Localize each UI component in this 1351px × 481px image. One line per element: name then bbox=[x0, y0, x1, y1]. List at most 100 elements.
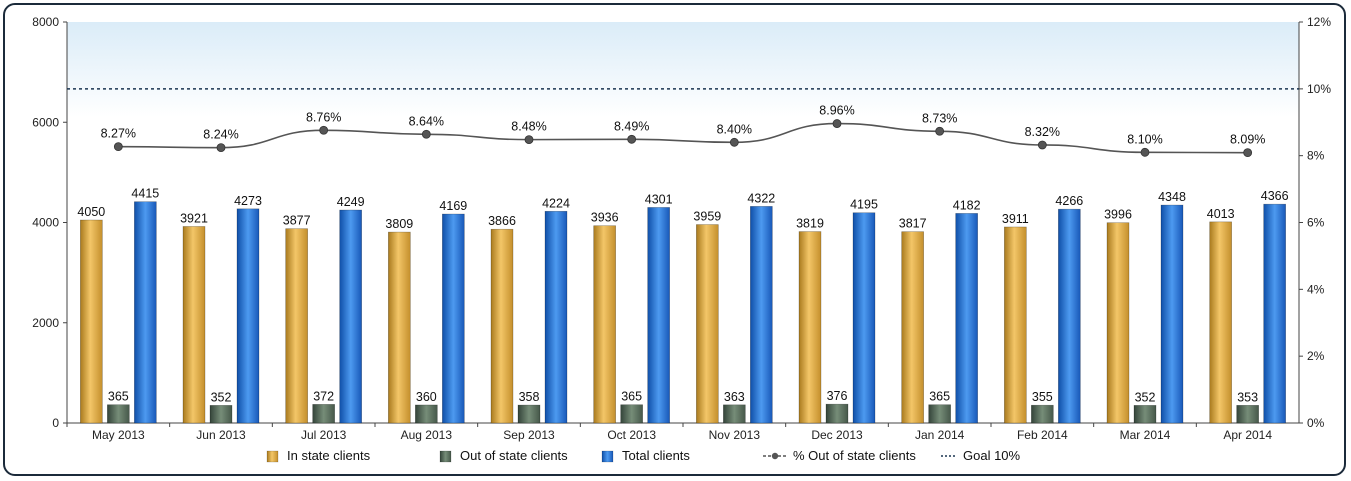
x-axis-tick-label: Mar 2014 bbox=[1120, 428, 1171, 442]
total-bar-value-label: 4182 bbox=[953, 198, 981, 212]
total-bar bbox=[1160, 204, 1184, 424]
in-state-bar bbox=[182, 226, 206, 424]
x-axis-tick-label: Feb 2014 bbox=[1017, 428, 1068, 442]
total-bar bbox=[1058, 208, 1081, 424]
pct-point-label: 8.24% bbox=[203, 128, 238, 142]
total-bar bbox=[852, 212, 876, 424]
pct-point-label: 8.49% bbox=[614, 119, 649, 133]
pct-point bbox=[729, 137, 739, 147]
in-state-bar bbox=[285, 228, 308, 424]
in-state-bar bbox=[593, 225, 616, 424]
pct-point bbox=[319, 125, 329, 135]
in-state-bar-value-label: 3819 bbox=[796, 217, 824, 231]
pct-point-label: 8.10% bbox=[1127, 132, 1162, 146]
total-bar bbox=[1263, 203, 1286, 424]
x-axis-tick-label: May 2013 bbox=[92, 428, 145, 442]
pct-point bbox=[935, 126, 945, 136]
left-axis-tick-label: 8000 bbox=[32, 15, 59, 29]
out-of-state-bar bbox=[107, 404, 130, 424]
legend-out-of-state-swatch bbox=[439, 450, 452, 463]
total-bar-value-label: 4249 bbox=[337, 195, 365, 209]
out-of-state-bar-value-label: 352 bbox=[1135, 390, 1156, 404]
out-of-state-bar bbox=[620, 404, 643, 424]
out-of-state-bar bbox=[517, 404, 541, 424]
legend-pct-marker bbox=[771, 452, 779, 460]
right-axis-tick-label: 4% bbox=[1307, 282, 1325, 296]
x-axis-tick-label: Jun 2013 bbox=[196, 428, 246, 442]
total-bar-value-label: 4415 bbox=[131, 187, 159, 201]
legend-in-state-label: In state clients bbox=[287, 448, 371, 463]
total-bar-value-label: 4169 bbox=[439, 199, 467, 213]
total-bar-value-label: 4348 bbox=[1158, 190, 1186, 204]
in-state-bar-value-label: 3959 bbox=[693, 210, 721, 224]
out-of-state-bar-value-label: 365 bbox=[929, 390, 950, 404]
total-bar-value-label: 4224 bbox=[542, 196, 570, 210]
right-axis-tick-label: 10% bbox=[1307, 82, 1331, 96]
pct-point bbox=[1243, 148, 1253, 158]
in-state-bar bbox=[1004, 226, 1027, 424]
out-of-state-bar bbox=[723, 404, 746, 424]
in-state-bar bbox=[80, 219, 103, 424]
out-of-state-bar-value-label: 360 bbox=[416, 390, 437, 404]
legend-total-label: Total clients bbox=[622, 448, 690, 463]
total-bar-value-label: 4322 bbox=[747, 191, 775, 205]
pct-out-of-state-line bbox=[118, 122, 1248, 154]
total-bar bbox=[647, 207, 670, 424]
total-bar bbox=[134, 201, 157, 424]
x-axis-tick-label: Jul 2013 bbox=[301, 428, 347, 442]
chart-frame: 0 2000 4000 6000 8000 0% 2% 4% 6% 8% 10% 12% 4050 365… bbox=[3, 3, 1346, 476]
out-of-state-bar bbox=[1133, 405, 1157, 424]
total-bar bbox=[750, 206, 773, 424]
out-of-state-bar-value-label: 352 bbox=[211, 390, 232, 404]
out-of-state-bar-value-label: 363 bbox=[724, 390, 745, 404]
total-bar-value-label: 4301 bbox=[645, 192, 673, 206]
right-axis-tick-label: 8% bbox=[1307, 149, 1325, 163]
in-state-bar bbox=[696, 224, 719, 424]
out-of-state-bar-value-label: 365 bbox=[108, 390, 129, 404]
right-axis-tick-label: 6% bbox=[1307, 216, 1325, 230]
in-state-bar bbox=[798, 231, 822, 424]
pct-point-label: 8.64% bbox=[409, 114, 444, 128]
left-axis-tick-label: 6000 bbox=[32, 115, 59, 129]
total-bar bbox=[442, 213, 465, 424]
in-state-bar-value-label: 3866 bbox=[488, 214, 516, 228]
right-axis-tick-label: 2% bbox=[1307, 349, 1325, 363]
in-state-bar-value-label: 3911 bbox=[1002, 212, 1029, 226]
in-state-bar bbox=[490, 228, 514, 424]
in-state-bar bbox=[901, 231, 924, 424]
legend-pct-label: % Out of state clients bbox=[793, 448, 916, 463]
pct-point bbox=[113, 142, 123, 152]
in-state-bar-value-label: 3996 bbox=[1104, 208, 1132, 222]
x-axis-tick-label: Sep 2013 bbox=[503, 428, 555, 442]
pct-point-label: 8.96% bbox=[819, 104, 854, 118]
in-state-bar bbox=[388, 231, 411, 424]
right-axis-tick-label: 12% bbox=[1307, 15, 1331, 29]
out-of-state-bar-value-label: 358 bbox=[519, 390, 540, 404]
pct-point bbox=[216, 143, 226, 153]
out-of-state-bar-value-label: 376 bbox=[827, 389, 848, 403]
pct-point bbox=[421, 129, 431, 139]
total-bar-value-label: 4195 bbox=[850, 198, 878, 212]
right-axis-tick-label: 0% bbox=[1307, 416, 1325, 430]
legend-total-swatch bbox=[601, 450, 614, 463]
x-axis-tick-label: Nov 2013 bbox=[709, 428, 761, 442]
legend-out-of-state-label: Out of state clients bbox=[460, 448, 568, 463]
pct-point-label: 8.09% bbox=[1230, 133, 1265, 147]
total-bar-value-label: 4273 bbox=[234, 194, 262, 208]
out-of-state-bar bbox=[825, 403, 849, 424]
out-of-state-bar-value-label: 365 bbox=[621, 390, 642, 404]
in-state-bar-value-label: 3809 bbox=[385, 217, 413, 231]
total-bar bbox=[955, 213, 978, 424]
left-axis-tick-label: 2000 bbox=[32, 316, 59, 330]
out-of-state-bar-value-label: 355 bbox=[1032, 390, 1053, 404]
out-of-state-bar bbox=[209, 405, 233, 424]
total-bar bbox=[544, 210, 568, 424]
x-axis-tick-label: Jan 2014 bbox=[915, 428, 965, 442]
total-bar-value-label: 4266 bbox=[1055, 194, 1083, 208]
in-state-bar-value-label: 3936 bbox=[591, 211, 619, 225]
in-state-bar bbox=[1106, 222, 1130, 424]
in-state-bar-value-label: 4050 bbox=[77, 205, 105, 219]
pct-point-label: 8.32% bbox=[1025, 125, 1060, 139]
out-of-state-bar bbox=[415, 404, 438, 424]
pct-point-label: 8.73% bbox=[922, 111, 957, 125]
